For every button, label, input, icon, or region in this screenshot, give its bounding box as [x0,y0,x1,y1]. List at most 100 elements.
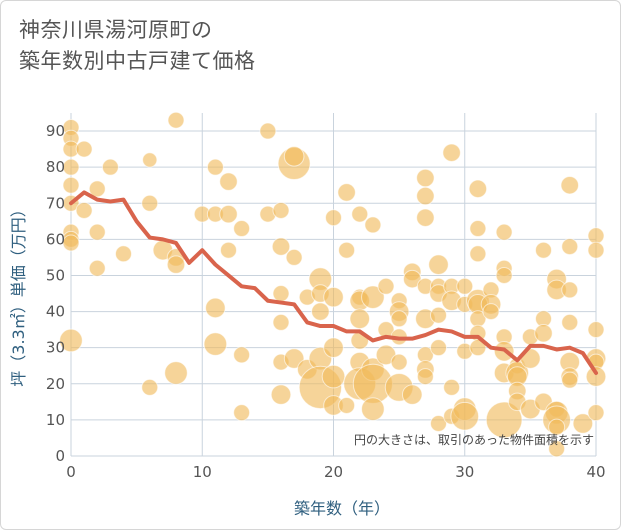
bubble-point-40 [272,285,290,303]
bubble-point-58 [321,364,346,389]
bubble-point-4 [62,176,80,194]
y-tick-label-0: 0 [55,447,65,465]
bubble-point-38 [272,201,290,219]
bubble-point-15 [101,158,119,176]
bubble-point-155 [572,413,594,434]
bubble-point-39 [271,237,291,256]
bubble-point-3 [62,158,80,176]
x-tick-label-0: 0 [66,463,76,481]
y-tick-label-6: 60 [46,230,65,248]
y-tick-label-9: 90 [46,122,65,140]
bubble-point-87 [416,168,435,188]
bubble-point-75 [377,277,395,295]
bubble-point-41 [272,313,290,331]
bubble-point-35 [233,404,251,422]
bubble-point-61 [338,241,356,259]
bubble-point-66 [349,308,371,330]
x-tick-label-2: 20 [324,463,343,481]
bubble-point-151 [561,313,579,331]
bubble-point-18 [141,194,159,212]
bubble-point-36 [259,122,277,140]
bubble-point-24 [164,361,188,385]
bubble-point-29 [203,332,228,356]
chart-title: 神奈川県湯河原町の 築年数別中古戸建て価格 [19,15,256,77]
bubble-point-148 [560,175,580,195]
y-axis-title: 坪（3.3㎡）単価（万円） [9,201,28,386]
bubble-point-106 [456,277,474,295]
bubble-point-111 [468,179,488,199]
bubble-point-100 [430,415,447,433]
bubble-point-33 [233,220,251,238]
bubble-point-146 [548,418,566,436]
bubble-point-21 [167,111,185,129]
bubble-point-43 [270,384,292,405]
bubble-point-150 [561,281,579,299]
bubble-size-note: 円の大きさは、取引のあった物件面積を示す [354,432,594,447]
bubble-point-62 [338,396,356,414]
bubble-point-57 [323,337,344,358]
y-axis-ticks: 0 10 20 30 40 50 60 70 80 90 [46,122,65,465]
bubble-point-112 [469,220,487,238]
bubble-point-128 [485,401,523,439]
chart-title-line-1: 神奈川県湯河原町の [19,18,213,42]
bubble-point-55 [325,209,342,227]
bubble-point-12 [88,180,106,198]
bubble-point-137 [535,241,552,259]
bubble-point-139 [534,323,553,343]
x-tick-label-4: 40 [586,463,605,481]
bubble-point-17 [142,152,158,168]
average-line [69,190,598,375]
bubble-point-71 [361,285,385,309]
bubble-point-94 [416,368,434,386]
bubble-point-26 [206,158,224,176]
bubble-point-89 [416,208,435,227]
bubble-point-56 [323,286,344,308]
bubble-point-124 [495,266,513,284]
bubble-point-95 [428,254,449,275]
bubble-point-99 [430,339,447,357]
bubble-point-110 [450,401,480,431]
bubble-point-11 [75,201,93,219]
bubble-point-8 [62,234,80,252]
y-tick-label-7: 70 [46,194,65,212]
y-tick-label-5: 50 [46,266,65,284]
x-axis-ticks: 0 10 20 30 40 [66,463,605,481]
bubble-point-104 [443,378,461,396]
y-tick-label-3: 30 [46,339,65,357]
bubble-point-23 [166,255,186,274]
bubble-point-158 [587,321,605,339]
bubble-point-16 [115,245,132,263]
bubble-point-98 [430,306,447,324]
bubble-point-88 [416,186,435,206]
bubble-point-46 [285,248,303,266]
bubble-point-157 [587,241,605,259]
bubble-point-82 [390,353,408,371]
bubble-point-45 [283,146,305,167]
bubble-point-32 [220,241,237,259]
bubble-point-13 [88,223,106,241]
bubble-point-34 [233,346,251,364]
y-tick-label-8: 80 [46,158,65,176]
bubble-point-162 [587,404,605,422]
bubble-point-121 [482,303,500,321]
y-tick-label-1: 10 [46,411,65,429]
bubble-point-60 [337,183,356,202]
bubble-point-63 [351,205,369,223]
bubble-point-9 [59,328,83,353]
bubble-point-28 [205,297,226,319]
bubble-series [59,111,607,458]
bubble-point-101 [442,143,461,162]
bubble-point-113 [469,245,487,263]
trend-series [69,190,598,375]
chart-title-line-2: 築年数別中古戸建て価格 [19,49,256,73]
bubble-point-52 [311,302,330,321]
bubble-point-80 [390,310,408,328]
x-axis-title: 築年数（年） [294,499,390,518]
x-tick-label-3: 30 [455,463,474,481]
bubble-point-10 [75,140,93,158]
bubble-point-30 [219,172,238,191]
x-tick-label-1: 10 [193,463,212,481]
bubble-point-154 [561,371,579,389]
bubble-point-149 [561,238,579,256]
bubble-point-14 [88,259,106,277]
